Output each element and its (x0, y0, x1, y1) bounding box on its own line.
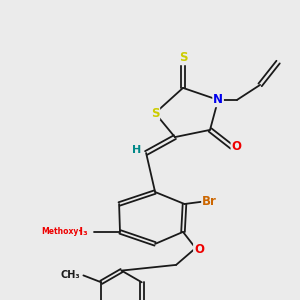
Text: Methoxy: Methoxy (41, 227, 79, 236)
Text: Methoxy: Methoxy (48, 227, 88, 236)
Text: O: O (194, 243, 204, 256)
Text: OCH₃: OCH₃ (59, 227, 88, 237)
Text: S: S (179, 51, 187, 64)
Text: CH₃: CH₃ (61, 270, 80, 280)
Text: Br: Br (202, 195, 217, 208)
Text: H: H (133, 145, 142, 155)
Text: N: N (213, 93, 223, 106)
Text: O: O (231, 140, 242, 154)
Text: S: S (151, 106, 159, 120)
